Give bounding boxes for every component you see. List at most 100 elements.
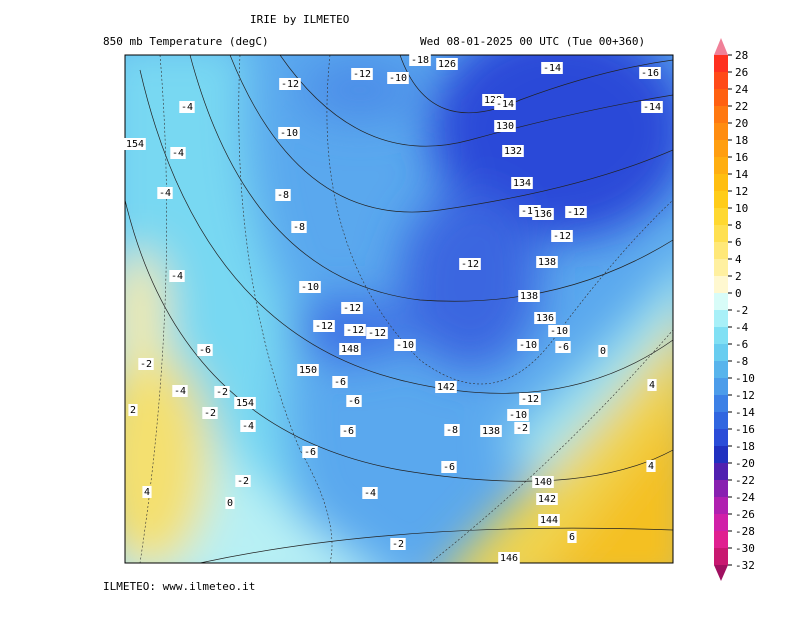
colorbar-label: -32: [735, 559, 755, 572]
colorbar: 2826242220181614121086420-2-4-6-8-10-12-…: [714, 49, 755, 581]
contour-label: -12: [461, 259, 479, 270]
contour-label-bg: [502, 145, 524, 157]
color-swatch: [714, 72, 728, 90]
colorbar-bottom-arrow: [714, 565, 728, 581]
colorbar-label: 14: [735, 168, 749, 181]
colorbar-label: -6: [735, 338, 748, 351]
colorbar-label: -30: [735, 542, 755, 555]
contour-label-bg: [225, 497, 235, 509]
contour-label-bg: [519, 393, 541, 405]
map-frame: [124, 54, 674, 564]
colorbar-label: -12: [735, 389, 755, 402]
contour-label: 138: [520, 291, 538, 302]
contour-label-bg: [441, 461, 457, 473]
contour-label-bg: [346, 395, 362, 407]
contour-label: -6: [443, 462, 455, 473]
contour-label: 154: [236, 398, 254, 409]
contour-label-bg: [297, 364, 319, 376]
contour-label: -4: [172, 148, 184, 159]
contour-label-bg: [567, 531, 577, 543]
contour-label-bg: [366, 327, 388, 339]
contour-label: -6: [304, 447, 316, 458]
contour-label: -4: [364, 488, 376, 499]
contour-label: -12: [521, 394, 539, 405]
contour-label: 150: [299, 365, 317, 376]
contour-label-bg: [494, 98, 516, 110]
colorbar-label: -24: [735, 491, 755, 504]
contour-label: 142: [437, 382, 455, 393]
contour-label-bg: [197, 344, 213, 356]
contour-label-bg: [511, 177, 533, 189]
colorbar-label: -18: [735, 440, 755, 453]
color-swatch: [714, 412, 728, 430]
color-swatch: [714, 191, 728, 209]
contour-label: -12: [281, 79, 299, 90]
contour-label-bg: [313, 320, 335, 332]
contour-label: -18: [411, 55, 429, 66]
colorbar-label: 22: [735, 100, 748, 113]
contour-label: -4: [171, 271, 183, 282]
contour-label: -10: [301, 282, 319, 293]
contour-label: 0: [600, 346, 606, 357]
colorbar-label: 6: [735, 236, 742, 249]
color-swatch: [714, 395, 728, 413]
colorbar-label: -22: [735, 474, 755, 487]
contour-label: -16: [641, 68, 659, 79]
contour-label-bg: [532, 208, 554, 220]
contour-label-bg: [179, 101, 195, 113]
contour-label: -12: [346, 325, 364, 336]
contour-label-bg: [647, 379, 657, 391]
color-swatch: [714, 446, 728, 464]
contour-label-bg: [128, 404, 138, 416]
color-swatch: [714, 497, 728, 515]
contour-label-bg: [235, 475, 251, 487]
footer: ILMETEO: www.ilmeteo.it: [103, 580, 255, 593]
colorbar-label: 16: [735, 151, 748, 164]
color-swatch: [714, 174, 728, 192]
colorbar-top-arrow: [714, 38, 728, 55]
contour-label: -6: [348, 396, 360, 407]
contour-label: 154: [126, 139, 144, 150]
contour-label-bg: [494, 120, 516, 132]
colorbar-label: 8: [735, 219, 742, 232]
contour-label-bg: [340, 425, 356, 437]
contour-label-bg: [536, 256, 558, 268]
contour-label: -10: [550, 326, 568, 337]
contour-label-bg: [299, 281, 321, 293]
color-swatch: [714, 276, 728, 294]
contour-label: -14: [543, 63, 561, 74]
contour-label-bg: [532, 476, 554, 488]
contour-label-bg: [480, 425, 502, 437]
contour-label-bg: [390, 538, 406, 550]
contour-label: 136: [534, 209, 552, 220]
colorbar-label: 28: [735, 49, 748, 62]
contour-label: -10: [280, 128, 298, 139]
contour-label-bg: [341, 302, 363, 314]
contour-label-bg: [565, 206, 587, 218]
contour-label-bg: [517, 339, 539, 351]
colorbar-label: -4: [735, 321, 749, 334]
contour-label-bg: [541, 62, 563, 74]
contour-label-bg: [234, 397, 256, 409]
contour-label-bg: [435, 381, 457, 393]
colorbar-label: -28: [735, 525, 755, 538]
colorbar-label: 0: [735, 287, 742, 300]
contour-label: 0: [227, 498, 233, 509]
contour-label: -4: [242, 421, 254, 432]
contour-label: -12: [343, 303, 361, 314]
colorbar-label: 24: [735, 83, 749, 96]
color-swatch: [714, 429, 728, 447]
color-swatch: [714, 480, 728, 498]
contour-label: 138: [538, 257, 556, 268]
color-swatch: [714, 463, 728, 481]
contour-label: -4: [159, 188, 171, 199]
color-swatch: [714, 106, 728, 124]
contour-label-bg: [436, 58, 458, 70]
contour-label-bg: [409, 54, 431, 66]
contour-label-bg: [138, 358, 154, 370]
contour-label-bg: [387, 72, 409, 84]
contour-label-bg: [639, 67, 661, 79]
contour-label: 130: [496, 121, 514, 132]
contour-label: 4: [648, 461, 654, 472]
